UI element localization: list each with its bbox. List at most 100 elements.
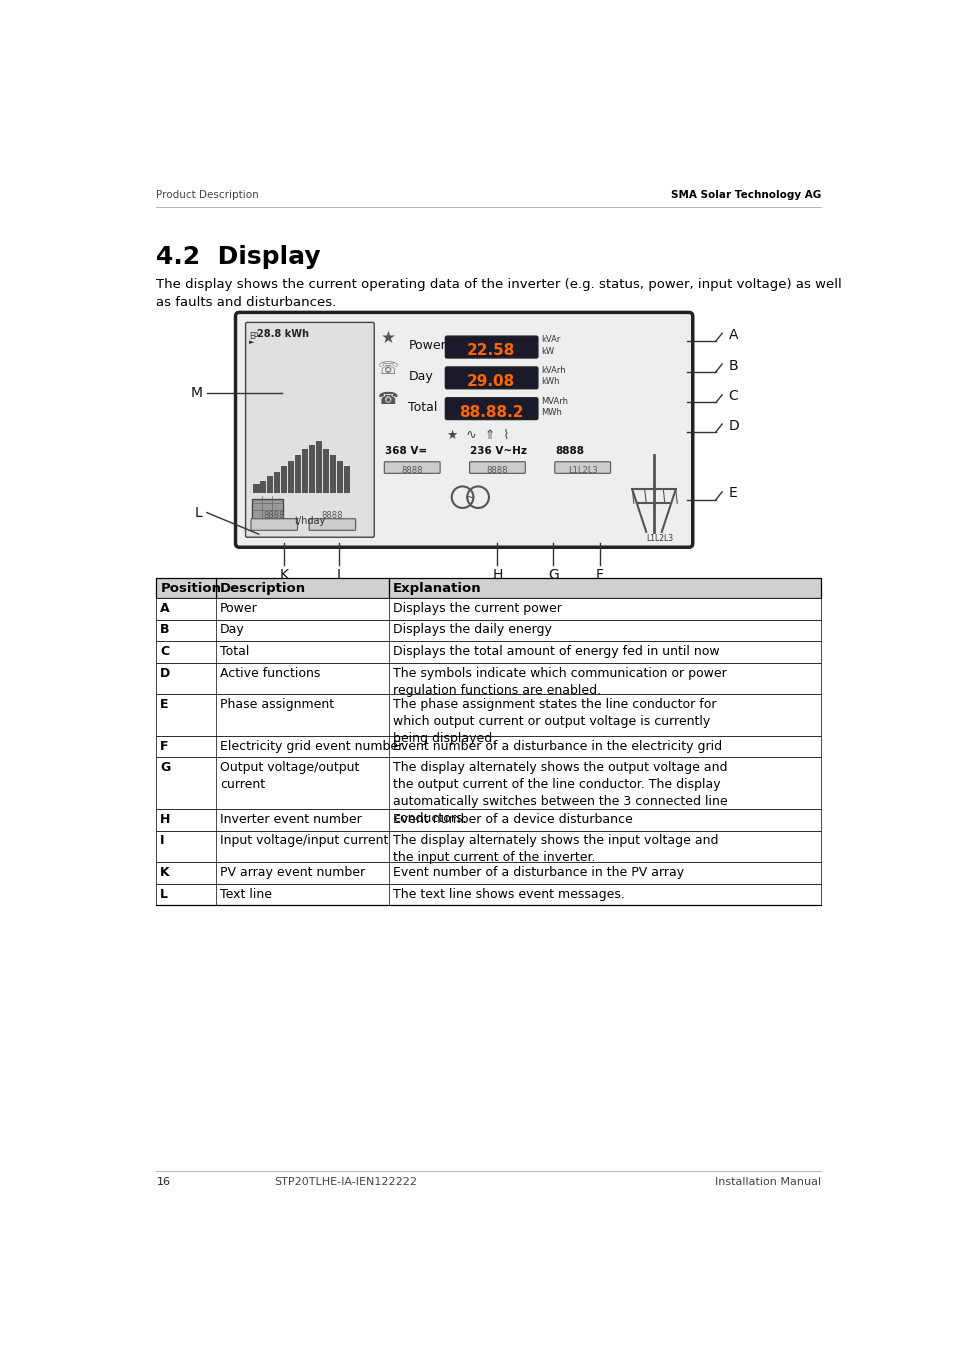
Text: 88.88.2: 88.88.2 xyxy=(458,406,523,420)
Bar xyxy=(315,441,322,493)
Text: H: H xyxy=(160,813,171,826)
Text: Active functions: Active functions xyxy=(220,667,320,680)
Text: G: G xyxy=(547,568,558,581)
FancyBboxPatch shape xyxy=(445,397,537,419)
Text: ►: ► xyxy=(249,339,254,345)
Text: SMA Solar Technology AG: SMA Solar Technology AG xyxy=(671,189,821,200)
Text: L: L xyxy=(194,506,202,519)
Text: The display alternately shows the output voltage and
the output current of the l: The display alternately shows the output… xyxy=(393,761,727,825)
Text: ★: ★ xyxy=(380,329,395,347)
Bar xyxy=(294,454,301,493)
Text: 236 V~Hz: 236 V~Hz xyxy=(470,446,527,457)
Text: A: A xyxy=(728,327,737,342)
Text: ☎: ☎ xyxy=(377,391,398,408)
Bar xyxy=(323,449,329,493)
Bar xyxy=(302,449,308,493)
Text: L1L2L3: L1L2L3 xyxy=(567,466,597,475)
Text: EP: EP xyxy=(249,331,258,341)
Bar xyxy=(156,735,821,757)
FancyBboxPatch shape xyxy=(309,519,355,530)
Text: Power: Power xyxy=(408,339,446,352)
FancyBboxPatch shape xyxy=(445,366,537,388)
Text: B: B xyxy=(160,623,170,637)
Text: MVArh
MWh: MVArh MWh xyxy=(541,397,568,418)
Bar xyxy=(156,884,821,906)
Text: Installation Manual: Installation Manual xyxy=(715,1178,821,1187)
Text: 8888: 8888 xyxy=(486,466,508,475)
Text: Electricity grid event number: Electricity grid event number xyxy=(220,740,403,753)
Bar xyxy=(156,863,821,884)
Text: A: A xyxy=(160,602,170,615)
Text: ~: ~ xyxy=(464,491,476,504)
Bar xyxy=(156,695,821,735)
FancyBboxPatch shape xyxy=(251,519,297,530)
Bar xyxy=(156,579,821,598)
Text: Event number of a disturbance in the PV array: Event number of a disturbance in the PV … xyxy=(393,867,683,879)
Bar xyxy=(281,466,287,493)
Text: C: C xyxy=(728,389,738,403)
Text: I: I xyxy=(160,834,165,848)
Text: Event number of a device disturbance: Event number of a device disturbance xyxy=(393,813,632,826)
Text: kVArh
kWh: kVArh kWh xyxy=(541,366,566,387)
Text: 16: 16 xyxy=(156,1178,171,1187)
Text: The phase assignment states the line conductor for
which output current or outpu: The phase assignment states the line con… xyxy=(393,698,716,745)
Text: F: F xyxy=(160,740,169,753)
Text: t/hday: t/hday xyxy=(294,516,325,526)
Text: Output voltage/output
current: Output voltage/output current xyxy=(220,761,359,791)
Text: The display shows the current operating data of the inverter (e.g. status, power: The display shows the current operating … xyxy=(156,277,841,308)
Text: Explanation: Explanation xyxy=(393,581,481,595)
Bar xyxy=(156,830,821,863)
Text: C: C xyxy=(160,645,170,658)
Text: G: G xyxy=(160,761,171,775)
Bar xyxy=(156,808,821,830)
Text: 28.8 kWh: 28.8 kWh xyxy=(257,330,309,339)
Bar xyxy=(156,598,821,619)
Text: 8888: 8888 xyxy=(401,466,422,475)
Text: I: I xyxy=(336,568,340,581)
Text: STP20TLHE-IA-IEN122222: STP20TLHE-IA-IEN122222 xyxy=(274,1178,416,1187)
Text: K: K xyxy=(160,867,170,879)
Text: H: H xyxy=(492,568,502,581)
Text: Day: Day xyxy=(220,623,245,637)
Bar xyxy=(267,476,274,493)
Text: D: D xyxy=(160,667,171,680)
Text: Power: Power xyxy=(220,602,257,615)
Bar xyxy=(156,757,821,808)
FancyBboxPatch shape xyxy=(235,312,692,548)
Text: K: K xyxy=(279,568,289,581)
Text: L: L xyxy=(160,887,168,900)
FancyBboxPatch shape xyxy=(384,462,439,473)
Text: Input voltage/input current: Input voltage/input current xyxy=(220,834,388,848)
Text: Product Description: Product Description xyxy=(156,189,259,200)
Text: L1L2L3: L1L2L3 xyxy=(645,534,673,544)
Bar xyxy=(344,466,350,493)
Text: The symbols indicate which communication or power
regulation functions are enabl: The symbols indicate which communication… xyxy=(393,667,726,696)
Text: E: E xyxy=(160,698,169,711)
FancyBboxPatch shape xyxy=(469,462,525,473)
Text: D: D xyxy=(728,419,739,433)
Text: Description: Description xyxy=(220,581,306,595)
Bar xyxy=(274,472,280,493)
Text: 22.58: 22.58 xyxy=(467,343,515,358)
Text: Text line: Text line xyxy=(220,887,272,900)
Text: 8888: 8888 xyxy=(263,511,285,519)
Text: 368 V=: 368 V= xyxy=(385,446,427,457)
Text: Total: Total xyxy=(220,645,250,658)
Text: 4.2  Display: 4.2 Display xyxy=(156,246,321,269)
Text: kVAr
kW: kVAr kW xyxy=(541,335,560,356)
Text: F: F xyxy=(595,568,603,581)
Text: Total: Total xyxy=(408,400,437,414)
Text: Event number of a disturbance in the electricity grid: Event number of a disturbance in the ele… xyxy=(393,740,721,753)
Text: The display alternately shows the input voltage and
the input current of the inv: The display alternately shows the input … xyxy=(393,834,718,864)
Text: ★  ∿  ⇑  ⌇: ★ ∿ ⇑ ⌇ xyxy=(447,429,509,442)
Bar xyxy=(309,445,315,493)
Bar xyxy=(156,641,821,662)
Text: Displays the total amount of energy fed in until now: Displays the total amount of energy fed … xyxy=(393,645,719,658)
Text: 8888: 8888 xyxy=(555,446,584,457)
Text: M: M xyxy=(190,387,202,400)
FancyBboxPatch shape xyxy=(555,462,610,473)
Text: Displays the current power: Displays the current power xyxy=(393,602,561,615)
Text: E: E xyxy=(728,487,737,500)
Bar xyxy=(156,662,821,695)
FancyBboxPatch shape xyxy=(445,337,537,358)
